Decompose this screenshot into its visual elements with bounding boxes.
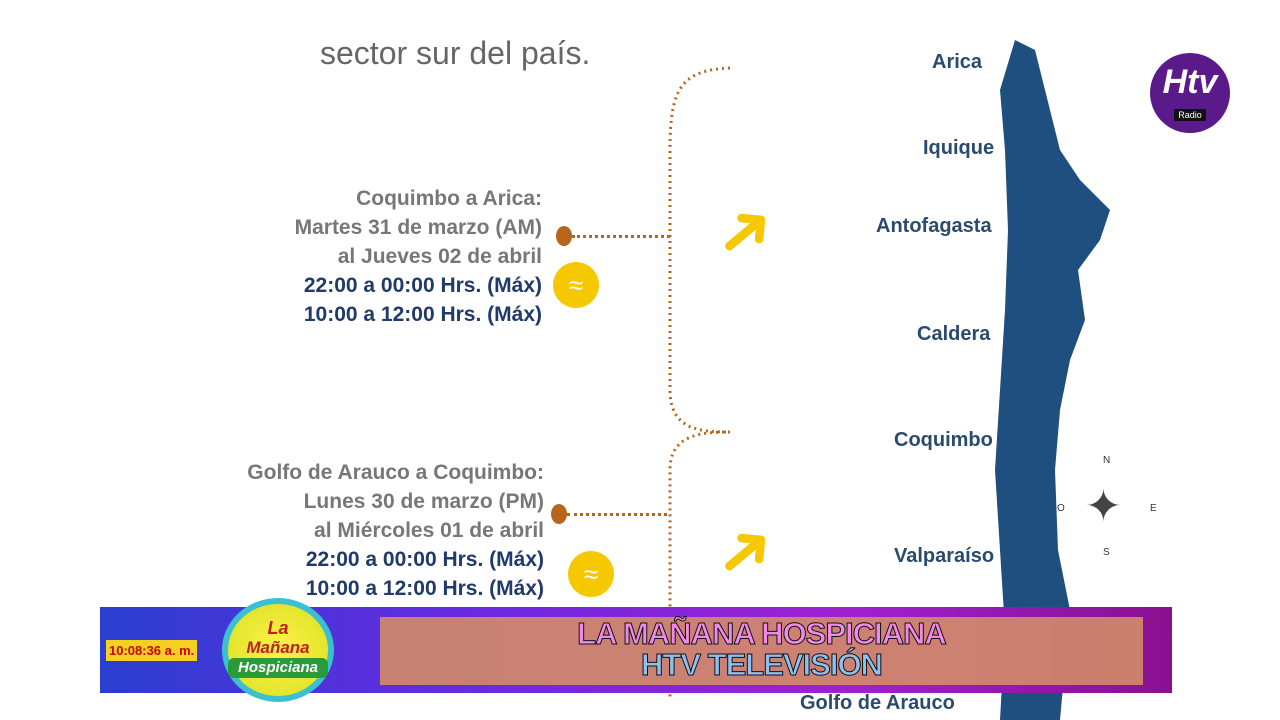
channel-title: HTV TELEVISIÓN <box>641 647 884 683</box>
title-panel <box>380 617 1143 685</box>
city-label: Caldera <box>917 323 991 345</box>
show-logo-la: La <box>267 618 289 638</box>
connector-line <box>572 235 670 238</box>
connector-line <box>567 513 667 516</box>
section-title: Golfo de Arauco a Coquimbo: <box>247 461 544 484</box>
bracket-lines <box>668 66 731 700</box>
marker-dot <box>556 226 572 246</box>
compass-star-icon: ✦ <box>1085 482 1122 531</box>
intro-text: sector sur del país. <box>320 35 591 71</box>
section-2: Golfo de Arauco a Coquimbo: Lunes 30 de … <box>150 458 544 603</box>
logo-brand: Htv <box>1162 63 1218 101</box>
show-logo: La Mañana Hospiciana <box>222 598 334 702</box>
compass-e: E <box>1150 503 1157 514</box>
section-time: 22:00 a 00:00 Hrs. (Máx) <box>303 274 542 297</box>
htv-logo: Htv Radio <box>1150 53 1230 133</box>
section-1: Coquimbo a Arica: Martes 31 de marzo (AM… <box>150 184 542 329</box>
city-label: Arica <box>932 51 983 73</box>
chile-map <box>995 40 1110 720</box>
section-time: 10:00 a 12:00 Hrs. (Máx) <box>303 303 542 326</box>
compass-s: S <box>1103 547 1110 558</box>
city-label: Valparaíso <box>894 545 995 567</box>
marker-dot <box>551 504 567 524</box>
compass-o: O <box>1057 503 1065 514</box>
wave-icon: ≈ <box>553 262 599 308</box>
city-label: Antofagasta <box>876 215 992 237</box>
show-title: LA MAÑANA HOSPICIANA <box>577 616 948 652</box>
city-label: Iquique <box>923 137 995 159</box>
compass-rose: ✦ N S E O <box>1055 455 1160 560</box>
city-label: Coquimbo <box>894 429 993 451</box>
show-logo-hospiciana: Hospiciana <box>228 658 328 678</box>
section-time: 22:00 a 00:00 Hrs. (Máx) <box>305 548 544 571</box>
section-to: al Miércoles 01 de abril <box>314 519 544 542</box>
city-label: Golfo de Arauco <box>800 692 955 714</box>
clock: 10:08:36 a. m. <box>106 640 198 661</box>
wave-icon: ≈ <box>568 551 614 597</box>
section-time: 10:00 a 12:00 Hrs. (Máx) <box>305 577 544 600</box>
section-from: Lunes 30 de marzo (PM) <box>303 490 544 513</box>
logo-sub: Radio <box>1174 109 1206 121</box>
section-from: Martes 31 de marzo (AM) <box>294 216 542 239</box>
compass-n: N <box>1103 455 1111 466</box>
show-logo-manana: Mañana <box>246 638 310 657</box>
intro-text-block: sector sur del país. <box>320 0 590 74</box>
section-title: Coquimbo a Arica: <box>356 187 542 210</box>
section-to: al Jueves 02 de abril <box>337 245 542 268</box>
